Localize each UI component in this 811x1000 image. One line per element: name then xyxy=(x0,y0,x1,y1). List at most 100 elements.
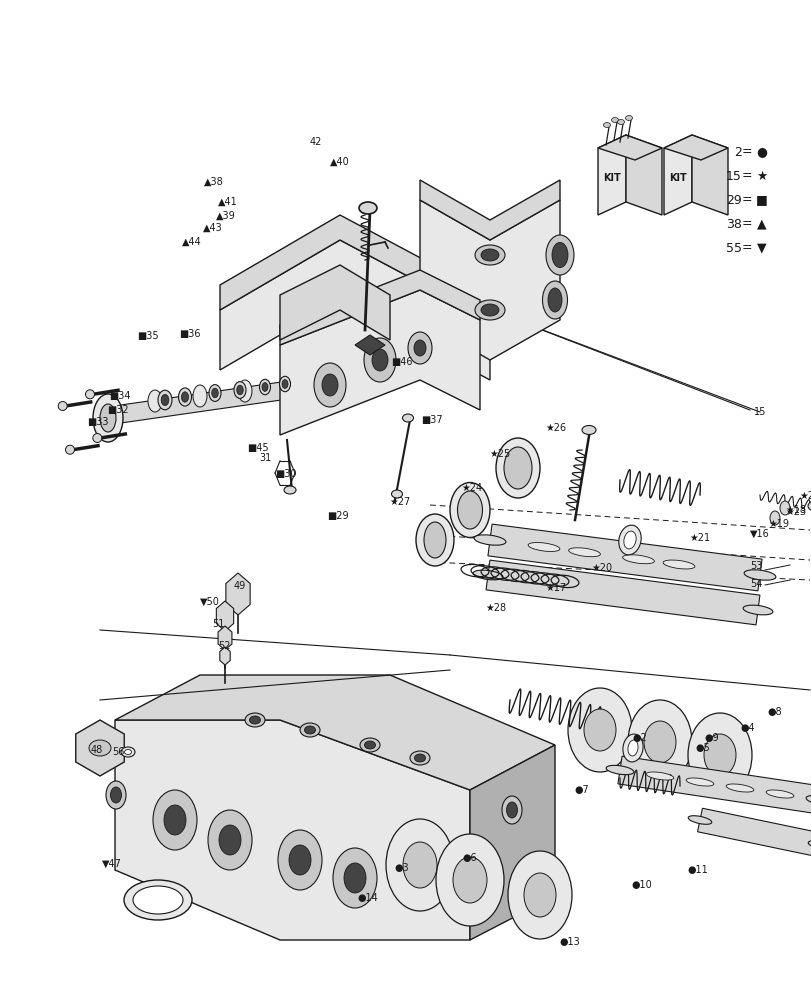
Ellipse shape xyxy=(807,841,811,849)
Polygon shape xyxy=(663,135,691,215)
Ellipse shape xyxy=(504,447,531,489)
Ellipse shape xyxy=(627,740,637,756)
Polygon shape xyxy=(225,573,250,615)
Text: ■: ■ xyxy=(755,194,767,207)
Ellipse shape xyxy=(622,734,642,762)
Text: ★18: ★18 xyxy=(784,505,805,515)
Text: ★27: ★27 xyxy=(389,497,410,507)
Ellipse shape xyxy=(605,765,633,775)
Text: 15: 15 xyxy=(753,407,766,417)
Text: ■45: ■45 xyxy=(247,443,268,453)
Text: ▲: ▲ xyxy=(756,218,766,231)
Ellipse shape xyxy=(623,531,635,549)
Ellipse shape xyxy=(93,394,122,442)
Text: ●: ● xyxy=(756,146,766,159)
Ellipse shape xyxy=(279,376,290,392)
Ellipse shape xyxy=(423,522,445,558)
Ellipse shape xyxy=(85,390,94,399)
Ellipse shape xyxy=(624,116,632,121)
Polygon shape xyxy=(280,265,389,340)
Ellipse shape xyxy=(568,548,599,557)
Ellipse shape xyxy=(133,886,182,914)
Text: ■34: ■34 xyxy=(109,391,131,401)
Ellipse shape xyxy=(181,392,188,402)
Text: ■37: ■37 xyxy=(421,415,442,425)
Polygon shape xyxy=(100,375,329,426)
Ellipse shape xyxy=(414,754,425,762)
Ellipse shape xyxy=(457,491,482,529)
Ellipse shape xyxy=(249,716,260,724)
Text: ●9: ●9 xyxy=(704,733,719,743)
Polygon shape xyxy=(280,270,479,345)
Ellipse shape xyxy=(551,242,568,267)
Ellipse shape xyxy=(473,570,502,580)
Text: ●13: ●13 xyxy=(559,937,580,947)
Ellipse shape xyxy=(277,830,322,890)
Ellipse shape xyxy=(344,863,366,893)
Text: 55: 55 xyxy=(725,241,741,254)
Polygon shape xyxy=(218,626,232,650)
Text: ★20: ★20 xyxy=(590,563,611,573)
Text: ■36: ■36 xyxy=(179,329,200,339)
Ellipse shape xyxy=(158,390,172,410)
Ellipse shape xyxy=(449,483,489,538)
Ellipse shape xyxy=(358,202,376,214)
Text: 42: 42 xyxy=(310,137,322,147)
Text: 53: 53 xyxy=(749,561,762,571)
Ellipse shape xyxy=(725,784,753,792)
Text: ■46: ■46 xyxy=(391,357,412,367)
Ellipse shape xyxy=(124,880,191,920)
Ellipse shape xyxy=(453,857,487,903)
Text: ●8: ●8 xyxy=(766,707,781,717)
Ellipse shape xyxy=(611,118,618,123)
Text: KIT: KIT xyxy=(668,173,686,183)
Ellipse shape xyxy=(501,796,521,824)
Polygon shape xyxy=(220,240,489,380)
Ellipse shape xyxy=(474,535,505,545)
Ellipse shape xyxy=(414,340,426,356)
Ellipse shape xyxy=(92,434,101,442)
Text: ●4: ●4 xyxy=(740,723,754,733)
Ellipse shape xyxy=(333,848,376,908)
Polygon shape xyxy=(220,647,230,665)
Ellipse shape xyxy=(234,382,246,398)
Ellipse shape xyxy=(304,726,315,734)
Text: ▼50: ▼50 xyxy=(200,597,220,607)
Polygon shape xyxy=(597,135,625,215)
Ellipse shape xyxy=(474,300,504,320)
Ellipse shape xyxy=(110,787,122,803)
Polygon shape xyxy=(75,720,124,776)
Polygon shape xyxy=(115,720,470,940)
Polygon shape xyxy=(470,745,554,940)
Text: ▼16: ▼16 xyxy=(749,529,769,539)
Ellipse shape xyxy=(410,751,430,765)
Ellipse shape xyxy=(583,709,616,751)
Text: ●10: ●10 xyxy=(631,880,651,890)
Text: KIT: KIT xyxy=(603,173,620,183)
Ellipse shape xyxy=(523,873,556,917)
Ellipse shape xyxy=(281,380,288,388)
Ellipse shape xyxy=(627,700,691,784)
Text: ▲43: ▲43 xyxy=(203,223,222,233)
Ellipse shape xyxy=(805,795,811,805)
Ellipse shape xyxy=(289,845,311,875)
Ellipse shape xyxy=(480,304,499,316)
Text: 15: 15 xyxy=(725,170,741,183)
Text: ▲44: ▲44 xyxy=(182,237,202,247)
Ellipse shape xyxy=(687,713,751,797)
Text: 54: 54 xyxy=(749,579,762,589)
Polygon shape xyxy=(216,601,234,631)
Ellipse shape xyxy=(506,802,517,818)
Ellipse shape xyxy=(769,511,779,525)
Text: ●6: ●6 xyxy=(462,853,477,863)
Ellipse shape xyxy=(508,851,571,939)
Ellipse shape xyxy=(299,723,320,737)
Text: ●2: ●2 xyxy=(632,733,646,743)
Polygon shape xyxy=(486,560,759,625)
Text: =: = xyxy=(740,218,751,231)
Text: ★17: ★17 xyxy=(545,583,566,593)
Ellipse shape xyxy=(164,805,186,835)
Ellipse shape xyxy=(284,486,296,494)
Ellipse shape xyxy=(646,772,673,780)
Text: ▼: ▼ xyxy=(756,241,766,254)
